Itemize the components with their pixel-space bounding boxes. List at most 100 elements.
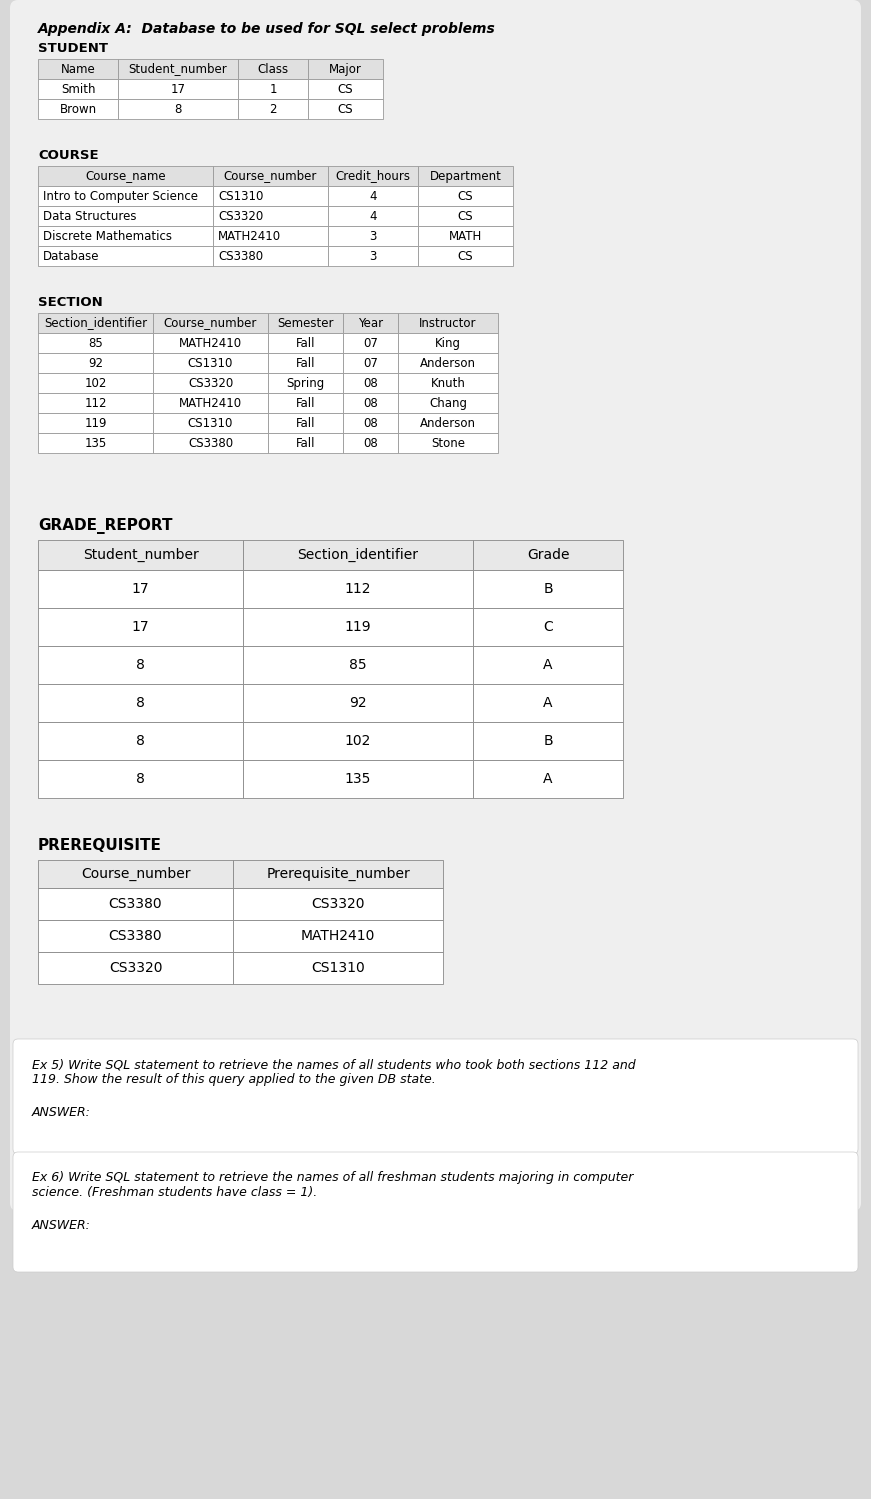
Bar — [418, 186, 513, 205]
Text: 102: 102 — [84, 376, 106, 390]
Text: B: B — [544, 582, 553, 597]
Bar — [418, 205, 513, 226]
Bar — [268, 313, 343, 333]
Text: 85: 85 — [349, 658, 367, 672]
Text: CS3320: CS3320 — [218, 210, 263, 222]
Text: 17: 17 — [132, 582, 149, 597]
Bar — [473, 723, 623, 760]
Text: MATH: MATH — [449, 229, 483, 243]
Text: Anderson: Anderson — [420, 417, 476, 430]
Text: MATH2410: MATH2410 — [300, 929, 375, 943]
Bar — [473, 760, 623, 797]
Bar — [38, 186, 213, 205]
Bar — [38, 684, 243, 723]
Bar — [308, 99, 383, 118]
Text: 3: 3 — [369, 229, 376, 243]
Bar — [328, 205, 418, 226]
Bar — [38, 433, 153, 453]
Bar — [153, 373, 268, 393]
Bar — [38, 205, 213, 226]
Bar — [398, 313, 498, 333]
Bar — [398, 352, 498, 373]
Bar — [328, 226, 418, 246]
Text: Chang: Chang — [429, 397, 467, 409]
Text: ANSWER:: ANSWER: — [32, 1219, 91, 1232]
Bar — [38, 58, 118, 79]
Bar — [38, 609, 243, 646]
Text: 08: 08 — [363, 397, 378, 409]
Bar — [418, 166, 513, 186]
Bar — [473, 609, 623, 646]
FancyBboxPatch shape — [10, 0, 861, 1211]
Text: A: A — [544, 658, 553, 672]
Text: CS1310: CS1310 — [188, 417, 233, 430]
Text: CS3380: CS3380 — [188, 436, 233, 450]
Text: MATH2410: MATH2410 — [179, 397, 242, 409]
Text: CS: CS — [457, 210, 473, 222]
Bar — [398, 373, 498, 393]
Bar — [38, 887, 233, 920]
Bar — [213, 246, 328, 265]
Text: Instructor: Instructor — [419, 316, 476, 330]
Bar — [38, 570, 243, 609]
Bar — [118, 58, 238, 79]
Bar — [153, 433, 268, 453]
Text: Fall: Fall — [296, 436, 315, 450]
Text: Section_identifier: Section_identifier — [298, 549, 418, 562]
Text: Department: Department — [429, 169, 502, 183]
Bar — [308, 58, 383, 79]
Bar — [243, 646, 473, 684]
Text: STUDENT: STUDENT — [38, 42, 108, 55]
Bar — [473, 684, 623, 723]
Text: CS3320: CS3320 — [311, 896, 365, 911]
Text: 08: 08 — [363, 376, 378, 390]
Text: Data Structures: Data Structures — [43, 210, 137, 222]
Text: 17: 17 — [132, 621, 149, 634]
Text: 112: 112 — [345, 582, 371, 597]
Text: Fall: Fall — [296, 397, 315, 409]
Bar — [118, 99, 238, 118]
Text: 112: 112 — [84, 397, 107, 409]
Bar — [233, 860, 443, 887]
Text: 3: 3 — [369, 249, 376, 262]
Bar — [243, 570, 473, 609]
Bar — [473, 570, 623, 609]
Text: 135: 135 — [84, 436, 106, 450]
Text: 92: 92 — [88, 357, 103, 369]
Text: Prerequisite_number: Prerequisite_number — [267, 866, 410, 881]
Bar — [38, 166, 213, 186]
Text: GRADE_REPORT: GRADE_REPORT — [38, 519, 172, 534]
Bar — [418, 226, 513, 246]
Bar — [343, 414, 398, 433]
Bar — [268, 352, 343, 373]
Text: CS1310: CS1310 — [218, 189, 263, 202]
Bar — [38, 952, 233, 983]
Text: 8: 8 — [136, 772, 145, 785]
Bar — [418, 246, 513, 265]
Text: 85: 85 — [88, 336, 103, 349]
Bar — [38, 352, 153, 373]
Text: C: C — [544, 621, 553, 634]
Bar — [38, 920, 233, 952]
Text: 8: 8 — [136, 735, 145, 748]
Text: 135: 135 — [345, 772, 371, 785]
Text: Stone: Stone — [431, 436, 465, 450]
Text: CS3320: CS3320 — [109, 961, 162, 974]
Bar — [243, 684, 473, 723]
Text: CS: CS — [457, 189, 473, 202]
Text: MATH2410: MATH2410 — [218, 229, 281, 243]
Text: Fall: Fall — [296, 357, 315, 369]
Text: Ex 5) Write SQL statement to retrieve the names of all students who took both se: Ex 5) Write SQL statement to retrieve th… — [32, 1058, 636, 1085]
Bar — [398, 414, 498, 433]
Bar — [38, 79, 118, 99]
Text: A: A — [544, 696, 553, 711]
Bar — [38, 226, 213, 246]
Bar — [243, 723, 473, 760]
Text: 119: 119 — [84, 417, 107, 430]
Text: 07: 07 — [363, 357, 378, 369]
Text: 08: 08 — [363, 417, 378, 430]
Text: B: B — [544, 735, 553, 748]
Text: Spring: Spring — [287, 376, 325, 390]
Text: Appendix A:  Database to be used for SQL select problems: Appendix A: Database to be used for SQL … — [38, 22, 496, 36]
Text: Name: Name — [61, 63, 96, 75]
